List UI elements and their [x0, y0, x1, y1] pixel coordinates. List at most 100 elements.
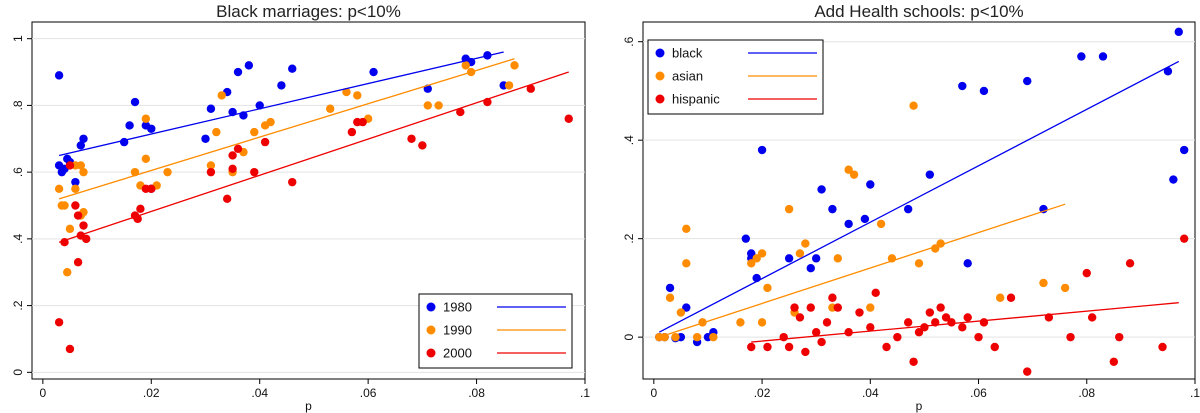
data-point-hispanic	[1179, 234, 1189, 243]
y-tick-label: .4	[11, 234, 25, 244]
data-point-asian	[682, 259, 691, 268]
data-point-hispanic	[1115, 332, 1124, 342]
data-point-1990	[60, 201, 69, 210]
x-axis-label: p	[305, 399, 312, 413]
data-point-hispanic	[979, 318, 989, 327]
x-tick-label: .02	[754, 386, 771, 400]
y-tick-label: .2	[622, 233, 636, 243]
fit-line-1980	[58, 51, 504, 157]
data-point-asian	[876, 219, 886, 229]
data-point-hispanic	[958, 323, 967, 332]
data-point-hispanic	[1066, 332, 1075, 342]
y-tick-label: 1	[11, 35, 25, 42]
data-point-hispanic	[784, 342, 794, 352]
data-point-asian	[752, 254, 761, 263]
data-point-1990	[342, 87, 351, 97]
data-point-black	[1179, 145, 1189, 155]
data-point-black	[806, 264, 815, 273]
data-point-hispanic	[817, 337, 826, 347]
legend-label: 1990	[443, 323, 472, 338]
legend-box	[647, 39, 824, 115]
legend-marker-asian	[655, 71, 665, 81]
data-point-black	[903, 204, 913, 214]
data-point-black	[665, 283, 675, 293]
data-point-asian	[757, 318, 767, 327]
data-point-asian	[757, 249, 767, 258]
data-point-hispanic	[806, 303, 815, 312]
data-point-hispanic	[1125, 259, 1135, 268]
fit-line-2000	[58, 71, 569, 243]
data-point-asian	[665, 293, 675, 302]
data-point-1990	[217, 91, 226, 100]
data-point-1990	[250, 127, 259, 137]
data-point-hispanic	[914, 328, 924, 337]
data-point-hispanic	[909, 357, 918, 366]
data-point-asian	[914, 259, 924, 268]
data-point-1990	[504, 81, 514, 90]
data-point-1980	[76, 141, 85, 150]
data-point-black	[817, 185, 826, 194]
legend-marker-1980	[426, 302, 436, 312]
x-tick-label: .06	[360, 386, 377, 400]
x-tick-label: .04	[251, 386, 268, 400]
data-point-1990	[76, 161, 85, 170]
data-point-1980	[233, 67, 243, 77]
data-point-2000	[407, 134, 416, 143]
x-tick-label: .06	[970, 386, 987, 400]
data-point-2000	[65, 344, 75, 354]
x-tick-label: .1	[1190, 386, 1200, 400]
data-point-2000	[347, 127, 357, 137]
data-point-hispanic	[990, 342, 999, 352]
data-point-asian	[784, 204, 794, 214]
x-tick-label: .08	[1078, 386, 1095, 400]
data-point-1990	[461, 61, 470, 70]
chart-title: Black marriages: p<10%	[216, 2, 401, 21]
data-point-1980	[206, 104, 216, 113]
data-point-hispanic	[1158, 342, 1167, 352]
x-tick-label: 0	[650, 386, 657, 400]
data-point-black	[844, 219, 853, 229]
data-point-asian	[1060, 283, 1070, 293]
data-point-1980	[71, 177, 80, 187]
data-point-hispanic	[1023, 367, 1032, 376]
data-point-1990	[141, 154, 151, 163]
data-point-1990	[71, 184, 80, 194]
data-point-hispanic	[828, 293, 837, 302]
data-point-1980	[147, 124, 156, 133]
y-tick-label: .2	[11, 300, 25, 310]
y-tick-label: .6	[11, 167, 25, 177]
data-point-hispanic	[779, 332, 788, 342]
data-point-hispanic	[844, 328, 853, 337]
fit-line-hispanic	[751, 302, 1179, 343]
data-point-1980	[277, 81, 286, 90]
data-point-hispanic	[747, 342, 756, 352]
data-point-black	[1174, 27, 1183, 37]
data-point-asian	[866, 303, 875, 312]
data-point-2000	[82, 234, 91, 244]
fit-line-1990	[58, 58, 515, 200]
x-tick-label: .02	[143, 386, 160, 400]
data-point-hispanic	[963, 313, 972, 322]
x-tick-label: .08	[468, 386, 485, 400]
data-point-hispanic	[893, 332, 902, 342]
data-point-hispanic	[811, 328, 821, 337]
data-point-hispanic	[882, 342, 891, 352]
legend-marker-2000	[426, 348, 436, 358]
data-point-hispanic	[833, 303, 843, 312]
data-point-2000	[228, 151, 237, 160]
data-point-asian	[736, 318, 745, 327]
data-point-black	[757, 145, 767, 155]
data-point-hispanic	[822, 318, 832, 327]
data-point-asian	[844, 165, 853, 174]
data-point-hispanic	[903, 318, 913, 327]
data-point-2000	[418, 141, 427, 150]
data-point-hispanic	[920, 323, 929, 332]
data-point-2000	[564, 114, 573, 123]
data-point-1980	[201, 134, 210, 143]
data-point-2000	[71, 201, 80, 210]
data-point-2000	[136, 204, 145, 214]
data-point-black	[1163, 67, 1173, 76]
fit-line-asian	[659, 203, 1066, 338]
data-point-hispanic	[795, 313, 805, 322]
